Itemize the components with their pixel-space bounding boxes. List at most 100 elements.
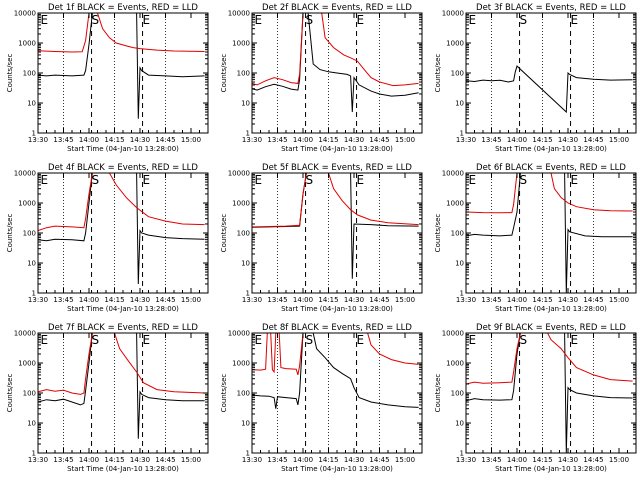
panel-title: Det 2f BLACK = Events, RED = LLD bbox=[262, 3, 412, 13]
x-tick-label: 14:00 bbox=[293, 456, 313, 464]
x-tick-label: 13:45 bbox=[53, 456, 73, 464]
y-tick-label: 1000 bbox=[232, 200, 250, 208]
x-tick-label: 13:45 bbox=[481, 136, 501, 144]
x-tick-label: 14:15 bbox=[104, 296, 124, 304]
y-tick-label: 1000 bbox=[18, 40, 36, 48]
interval-marker-label: E bbox=[469, 13, 477, 27]
y-tick-label: 1 bbox=[32, 130, 36, 138]
y-tick-label: 100 bbox=[237, 390, 250, 398]
x-tick-label: 14:15 bbox=[104, 456, 124, 464]
interval-marker-label: E bbox=[41, 13, 49, 27]
y-tick-label: 10000 bbox=[14, 10, 36, 18]
x-tick-label: 14:45 bbox=[369, 296, 389, 304]
y-axis-label: Counts/sec bbox=[434, 374, 442, 413]
y-tick-label: 1000 bbox=[446, 40, 464, 48]
x-tick-label: 13:45 bbox=[481, 456, 501, 464]
interval-marker-label: S bbox=[306, 333, 314, 347]
panel-title: Det 3f BLACK = Events, RED = LLD bbox=[476, 3, 626, 13]
x-tick-label: 14:15 bbox=[318, 296, 338, 304]
y-tick-label: 100 bbox=[23, 230, 36, 238]
y-tick-label: 1 bbox=[460, 450, 464, 458]
x-tick-label: 15:00 bbox=[609, 296, 629, 304]
y-axis-label: Counts/sec bbox=[6, 374, 14, 413]
x-tick-label: 15:00 bbox=[395, 296, 415, 304]
panel-title: Det 7f BLACK = Events, RED = LLD bbox=[48, 323, 198, 333]
x-tick-label: 14:45 bbox=[583, 296, 603, 304]
y-tick-label: 1000 bbox=[18, 360, 36, 368]
x-tick-label: 13:30 bbox=[456, 296, 476, 304]
x-tick-label: 14:45 bbox=[369, 136, 389, 144]
panel-title: Det 4f BLACK = Events, RED = LLD bbox=[48, 163, 198, 173]
x-tick-label: 13:45 bbox=[267, 296, 287, 304]
series-events-line bbox=[38, 173, 205, 285]
x-tick-label: 15:00 bbox=[609, 136, 629, 144]
series-lld-line bbox=[466, 173, 633, 214]
y-tick-label: 1000 bbox=[446, 200, 464, 208]
y-tick-label: 10 bbox=[27, 260, 36, 268]
interval-marker-label: E bbox=[571, 13, 579, 27]
x-tick-label: 13:30 bbox=[456, 456, 476, 464]
x-tick-label: 14:15 bbox=[318, 136, 338, 144]
x-tick-label: 13:30 bbox=[242, 456, 262, 464]
x-tick-label: 15:00 bbox=[181, 136, 201, 144]
x-tick-label: 14:00 bbox=[507, 136, 527, 144]
series-lld-line bbox=[252, 13, 419, 87]
y-tick-label: 10 bbox=[455, 100, 464, 108]
y-tick-label: 1 bbox=[32, 290, 36, 298]
x-tick-label: 14:00 bbox=[507, 456, 527, 464]
y-tick-label: 100 bbox=[451, 390, 464, 398]
series-events-line bbox=[466, 333, 633, 453]
x-tick-label: 14:00 bbox=[293, 296, 313, 304]
y-tick-label: 1 bbox=[246, 130, 250, 138]
x-tick-label: 13:45 bbox=[53, 296, 73, 304]
x-tick-label: 14:00 bbox=[79, 296, 99, 304]
y-axis-label: Counts/sec bbox=[220, 54, 228, 93]
series-events-line bbox=[38, 333, 205, 439]
x-tick-label: 15:00 bbox=[609, 456, 629, 464]
y-tick-label: 10000 bbox=[228, 10, 250, 18]
x-axis-label: Start Time (04-Jan-10 13:28:00) bbox=[281, 145, 393, 153]
x-axis-label: Start Time (04-Jan-10 13:28:00) bbox=[67, 305, 179, 313]
x-tick-label: 13:30 bbox=[456, 136, 476, 144]
y-tick-label: 1000 bbox=[232, 360, 250, 368]
y-axis-label: Counts/sec bbox=[6, 54, 14, 93]
y-tick-label: 1000 bbox=[446, 360, 464, 368]
y-tick-label: 10000 bbox=[228, 330, 250, 338]
interval-marker-label: E bbox=[255, 173, 263, 187]
y-tick-label: 10 bbox=[455, 260, 464, 268]
panel-title: Det 9f BLACK = Events, RED = LLD bbox=[476, 323, 626, 333]
series-events-line bbox=[38, 13, 205, 119]
interval-marker-label: E bbox=[255, 13, 263, 27]
y-tick-label: 10 bbox=[241, 100, 250, 108]
interval-marker-label: E bbox=[143, 333, 151, 347]
series-lld-line bbox=[252, 333, 419, 376]
interval-marker-label: S bbox=[92, 333, 100, 347]
x-tick-label: 13:45 bbox=[481, 296, 501, 304]
x-tick-label: 14:15 bbox=[532, 136, 552, 144]
interval-marker-label: E bbox=[469, 333, 477, 347]
y-tick-label: 10 bbox=[241, 260, 250, 268]
y-tick-label: 1000 bbox=[18, 200, 36, 208]
interval-marker-label: E bbox=[41, 173, 49, 187]
x-tick-label: 14:45 bbox=[369, 456, 389, 464]
x-tick-label: 13:45 bbox=[267, 136, 287, 144]
y-tick-label: 1 bbox=[460, 290, 464, 298]
y-tick-label: 1 bbox=[246, 290, 250, 298]
x-tick-label: 14:45 bbox=[155, 296, 175, 304]
y-tick-label: 10 bbox=[455, 420, 464, 428]
panel-title: Det 8f BLACK = Events, RED = LLD bbox=[262, 323, 412, 333]
interval-marker-label: E bbox=[469, 173, 477, 187]
interval-marker-label: E bbox=[571, 333, 579, 347]
x-tick-label: 14:00 bbox=[507, 296, 527, 304]
x-tick-label: 13:30 bbox=[28, 296, 48, 304]
y-tick-label: 100 bbox=[237, 70, 250, 78]
x-axis-label: Start Time (04-Jan-10 13:28:00) bbox=[495, 305, 607, 313]
x-tick-label: 14:15 bbox=[532, 296, 552, 304]
series-events-line bbox=[466, 65, 633, 114]
x-tick-label: 13:30 bbox=[28, 136, 48, 144]
